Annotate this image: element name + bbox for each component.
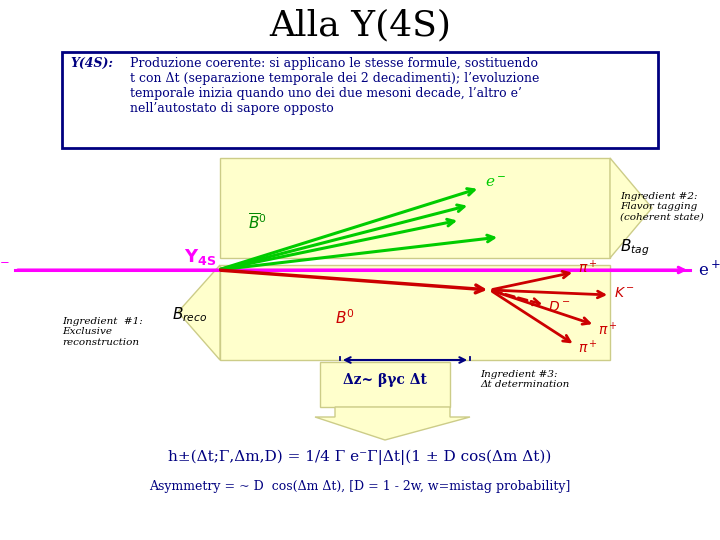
Text: $\mathbf{Y_{4S}}$: $\mathbf{Y_{4S}}$ xyxy=(184,247,216,267)
Text: Asymmetry = ~ D  cos(Δm Δt), [D = 1 - 2w, w=mistag probability]: Asymmetry = ~ D cos(Δm Δt), [D = 1 - 2w,… xyxy=(149,480,571,493)
Text: e$^-$: e$^-$ xyxy=(0,261,10,279)
Text: $\pi^+$: $\pi^+$ xyxy=(578,339,598,356)
Text: e$^-$: e$^-$ xyxy=(485,176,506,190)
Text: Ingredient  #1:
Exclusive
reconstruction: Ingredient #1: Exclusive reconstruction xyxy=(62,317,143,347)
Bar xyxy=(62,52,658,148)
Polygon shape xyxy=(178,265,220,360)
Text: $B^0$: $B^0$ xyxy=(335,309,355,327)
Polygon shape xyxy=(315,407,470,440)
Bar xyxy=(220,265,610,360)
Bar xyxy=(220,158,610,258)
Text: Ingredient #2:
Flavor tagging
(coherent state): Ingredient #2: Flavor tagging (coherent … xyxy=(620,192,703,222)
Text: $\pi^+$: $\pi^+$ xyxy=(598,321,618,339)
Text: $B_{tag}$: $B_{tag}$ xyxy=(620,238,649,258)
Text: Ingredient #3:
Δt determination: Ingredient #3: Δt determination xyxy=(480,370,570,389)
Text: $\pi^+$: $\pi^+$ xyxy=(578,259,598,276)
Text: h±(Δt;Γ,Δm,D) = 1/4 Γ e⁻Γ|Δt|(1 ± D cos(Δm Δt)): h±(Δt;Γ,Δm,D) = 1/4 Γ e⁻Γ|Δt|(1 ± D cos(… xyxy=(168,450,552,465)
Text: $\overline{B}^0$: $\overline{B}^0$ xyxy=(248,213,266,233)
Polygon shape xyxy=(610,158,652,258)
Text: e$^+$: e$^+$ xyxy=(698,260,720,280)
Text: Δz~ βγc Δt: Δz~ βγc Δt xyxy=(343,373,427,387)
Text: Produzione coerente: si applicano le stesse formule, sostituendo
t con Δt (separ: Produzione coerente: si applicano le ste… xyxy=(130,57,539,115)
Text: $B_{reco}$: $B_{reco}$ xyxy=(172,306,207,325)
Bar xyxy=(320,362,450,407)
Text: Alla Υ(4S): Alla Υ(4S) xyxy=(269,8,451,42)
Text: $K^-$: $K^-$ xyxy=(614,286,635,300)
Text: $D^-$: $D^-$ xyxy=(548,300,571,314)
Text: Υ(4S):: Υ(4S): xyxy=(70,57,113,70)
